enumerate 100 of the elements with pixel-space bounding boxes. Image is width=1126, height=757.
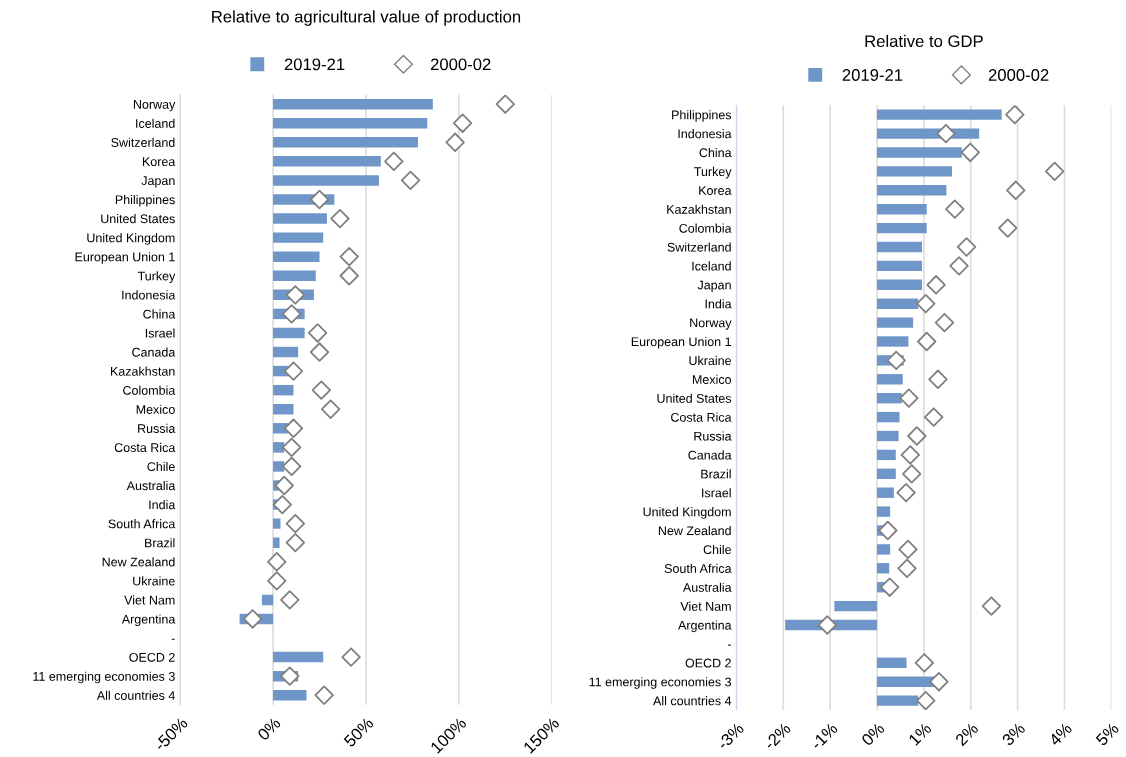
y-tick-label: 11 emerging economies 3 [33, 671, 175, 684]
point [934, 312, 955, 333]
y-tick-label: Mexico [136, 404, 175, 414]
y-tick-label: Turkey [694, 166, 732, 179]
point [272, 494, 293, 515]
y-tick-label: Argentina [121, 614, 176, 627]
y-tick-label: Indonesia [678, 129, 732, 139]
x-tick-label: 0% [860, 721, 886, 747]
y-tick-label: China [699, 147, 732, 158]
point [981, 596, 1002, 616]
y-tick-label: New Zealand [102, 557, 175, 567]
point [339, 266, 359, 286]
y-tick-label: Japan [141, 176, 175, 188]
point [285, 533, 306, 553]
point [886, 350, 906, 371]
point [914, 653, 935, 673]
y-tick-label: Colombia [679, 223, 732, 233]
y-tick-label: Norway [690, 318, 732, 330]
point [916, 293, 936, 314]
y-tick-label: United Kingdom [87, 233, 175, 245]
y-tick-label: Costa Rica [114, 442, 176, 453]
y-tick-label: South Africa [108, 519, 176, 529]
point [960, 142, 980, 163]
y-tick-label: European Union 1 [75, 252, 175, 264]
y-tick-label: Indonesia [122, 290, 176, 300]
y-tick-label: Korea [142, 157, 176, 167]
y-tick-label: India [705, 299, 732, 309]
point [949, 256, 969, 276]
y-tick-label: European Union 1 [631, 336, 731, 349]
y-tick-label: OECD 2 [685, 658, 731, 668]
point [924, 407, 944, 427]
point [320, 399, 341, 419]
point [998, 218, 1018, 238]
point [281, 304, 302, 324]
point [916, 690, 936, 711]
y-tick-label: All countries 4 [653, 696, 732, 706]
point [307, 323, 328, 343]
chart-title: Relative to GDP [865, 34, 983, 48]
y-tick-label: Mexico [692, 374, 732, 384]
x-tick-label: -2% [763, 721, 792, 751]
x-tick-label: 5% [1095, 721, 1120, 747]
y-tick-label: Turkey [137, 271, 176, 283]
y-tick-label: Australia [126, 480, 176, 491]
y-tick-label: United States [101, 214, 175, 224]
y-tick-label: India [149, 500, 176, 510]
y-tick-label: Russia [138, 423, 176, 433]
y-tick-label: Switzerland [111, 137, 175, 147]
y-tick-label: Ukraine [133, 576, 175, 586]
y-tick-label: - [171, 638, 175, 640]
y-tick-label: All countries 4 [96, 690, 175, 700]
point [896, 483, 916, 503]
y-tick-label: Costa Rica [671, 412, 732, 422]
y-tick-label: Switzerland [667, 242, 731, 252]
y-tick-label: United Kingdom [643, 507, 731, 519]
y-tick-label: Israel [702, 488, 731, 498]
y-tick-label: Viet Nam [124, 595, 175, 605]
y-tick-label: China [143, 309, 176, 319]
point [900, 445, 920, 465]
point [400, 170, 421, 191]
point [285, 513, 306, 534]
point [897, 558, 917, 578]
point [242, 609, 263, 629]
y-tick-label: Israel [145, 328, 175, 338]
legend-label: 2019-21 [284, 58, 345, 71]
y-tick-label: Colombia [123, 385, 176, 395]
y-tick-label: Canada [132, 347, 176, 357]
point [309, 342, 330, 362]
x-tick-label: 2% [954, 721, 979, 747]
x-tick-label: 50% [343, 716, 375, 748]
point [929, 672, 949, 692]
point [285, 285, 306, 305]
point [936, 123, 956, 144]
point [956, 237, 977, 257]
y-tick-label: Russia [694, 431, 732, 441]
x-tick-label: 3% [1001, 721, 1026, 747]
y-tick-label: OECD 2 [129, 652, 175, 662]
point [817, 615, 838, 635]
point [267, 552, 287, 572]
legend-label: 2019-21 [842, 69, 903, 81]
y-tick-label: United States [657, 393, 732, 403]
point [945, 199, 965, 219]
point [1005, 105, 1025, 125]
y-tick-label: South Africa [664, 563, 732, 573]
point [267, 571, 287, 591]
point [445, 132, 465, 152]
point [283, 418, 304, 438]
point [339, 247, 359, 267]
x-tick-label: -1% [810, 721, 839, 751]
point [1006, 180, 1026, 200]
y-tick-label: - [727, 644, 731, 646]
y-tick-label: Korea [699, 186, 732, 195]
x-tick-label: 4% [1048, 721, 1073, 747]
point [495, 94, 515, 114]
point [879, 577, 900, 597]
legend-label: 2000-02 [430, 58, 491, 71]
y-tick-label: Philippines [672, 110, 732, 122]
point [384, 151, 404, 172]
y-tick-label: Iceland [136, 118, 175, 128]
point [926, 275, 946, 295]
point [280, 666, 300, 686]
